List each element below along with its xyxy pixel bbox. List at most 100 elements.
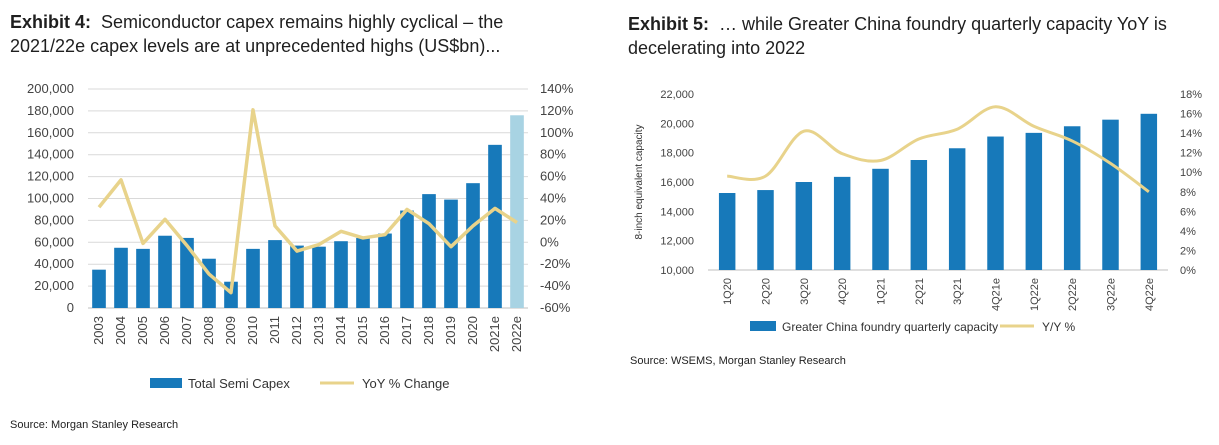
bar [334, 241, 348, 308]
y-right-tick-label: 18% [1180, 89, 1202, 101]
exhibit4-title-line1: Semiconductor capex remains highly cycli… [101, 12, 504, 32]
y-left-tick-label: 18,000 [660, 148, 694, 160]
bar [290, 245, 304, 308]
x-tick-label: 2016 [377, 316, 392, 345]
y-axis-title: 8-inch equivalent capacity [634, 124, 645, 239]
x-tick-label: 1Q21 [876, 278, 888, 305]
x-tick-label: 2019 [443, 316, 458, 345]
y-left-tick-label: 20,000 [34, 278, 74, 293]
bar [444, 199, 458, 308]
y-right-tick-label: -60% [540, 300, 571, 315]
x-tick-label: 2003 [91, 316, 106, 345]
y-left-tick-label: 160,000 [27, 125, 74, 140]
y-right-tick-label: 0% [1180, 265, 1196, 277]
bar [910, 160, 928, 270]
x-tick-label: 2012 [289, 316, 304, 345]
y-right-tick-label: 14% [1180, 128, 1202, 140]
x-tick-label: 2006 [157, 316, 172, 345]
x-tick-label: 2013 [311, 316, 326, 345]
bar [987, 136, 1004, 270]
x-tick-label: 3Q20 [799, 278, 811, 305]
x-tick-label: 2004 [113, 316, 128, 345]
y-left-tick-label: 0 [67, 300, 74, 315]
capacity-chart: 10,000 12,000 14,000 16,000 18,000 20,000 22,0… [634, 89, 1202, 334]
y-right-tick-label: -20% [540, 256, 571, 271]
exhibit4-source: Source: Morgan Stanley Research [10, 419, 179, 431]
x-tick-label: 2005 [135, 316, 150, 345]
exhibit5-label: Exhibit 5: [628, 14, 710, 34]
bar [356, 237, 370, 308]
x-tick-label: 2014 [333, 316, 348, 345]
bar [246, 248, 260, 308]
y-right-tick-label: 140% [540, 81, 574, 96]
bar [833, 176, 851, 270]
exhibit5-title-line2: decelerating into 2022 [628, 38, 806, 58]
y-right-tick-label: 12% [1180, 148, 1202, 160]
x-tick-label: 2022e [509, 316, 524, 352]
bar [136, 248, 150, 308]
y-left-tick-label: 140,000 [27, 147, 74, 162]
y-right-tick-label: 4% [1180, 226, 1196, 238]
y-right-tick-label: 8% [1180, 187, 1196, 199]
y-left-tick-label: 14,000 [660, 206, 694, 218]
y-left-tick-label: 200,000 [27, 81, 74, 96]
bar [158, 235, 172, 308]
exhibit4-label: Exhibit 4: [10, 12, 92, 32]
y-right-tick-label: 60% [540, 169, 566, 184]
x-tick-label: 2007 [179, 316, 194, 345]
y-left-tick-label: 20,000 [660, 118, 694, 130]
exhibit5-source: Source: WSEMS, Morgan Stanley Research [630, 355, 846, 367]
capex-chart: 0 20,000 40,000 60,000 80,000 100,000 120,000 1… [27, 81, 574, 391]
y-right-tick-label: 40% [540, 191, 566, 206]
bar [180, 237, 194, 308]
y-right-tick-label: -40% [540, 278, 571, 293]
y-left-tick-label: 180,000 [27, 103, 74, 118]
bar [795, 182, 813, 270]
y-left-tick-label: 12,000 [660, 236, 694, 248]
x-tick-label: 2011 [267, 316, 282, 344]
x-tick-label: 2015 [355, 316, 370, 345]
x-tick-label: 2008 [201, 316, 216, 345]
bar [312, 246, 326, 308]
x-tick-label: 2021e [487, 316, 502, 352]
bar [872, 168, 889, 270]
x-tick-label: 3Q22e [1106, 278, 1118, 311]
bar [92, 269, 106, 308]
y-left-tick-label: 22,000 [660, 89, 694, 101]
x-tick-label: 2Q20 [761, 278, 773, 305]
bar [466, 183, 480, 308]
bar [400, 210, 414, 308]
bar [422, 194, 436, 308]
bar [948, 148, 966, 270]
legend-bar-label: Total Semi Capex [188, 376, 290, 391]
bar [114, 247, 128, 308]
exhibit5-title: Exhibit 5: … while Greater China foundry… [628, 12, 1208, 60]
y-right-tick-label: 20% [540, 212, 566, 227]
x-tick-label: 2017 [399, 316, 414, 345]
exhibit4-title: Exhibit 4: Semiconductor capex remains h… [10, 10, 570, 58]
y-right-tick-label: 120% [540, 103, 574, 118]
x-tick-label: 4Q22e [1144, 278, 1156, 311]
y-left-tick-label: 40,000 [34, 256, 74, 271]
y-right-tick-label: 100% [540, 125, 574, 140]
x-tick-label: 2020 [465, 316, 480, 345]
bar [1140, 113, 1158, 270]
yoy-line [727, 105, 1150, 193]
legend-line-label: YoY % Change [362, 376, 449, 391]
bar [1102, 119, 1119, 270]
bar [757, 190, 774, 270]
exhibit4-title-line2: 2021/22e capex levels are at unprecedent… [10, 36, 501, 56]
y-left-tick-label: 120,000 [27, 169, 74, 184]
bar [1025, 132, 1043, 270]
bar [378, 233, 392, 308]
exhibit5-title-line1: … while Greater China foundry quarterly … [719, 14, 1167, 34]
y-right-tick-label: 10% [1180, 167, 1202, 179]
legend-bar-label: Greater China foundry quarterly capacity [782, 320, 998, 334]
y-right-tick-label: 2% [1180, 245, 1196, 257]
y-left-tick-label: 100,000 [27, 191, 74, 206]
legend-bar-swatch [750, 321, 776, 331]
x-tick-label: 4Q21e [991, 278, 1003, 311]
x-tick-label: 2010 [245, 316, 260, 345]
x-tick-label: 1Q20 [722, 278, 734, 305]
x-tick-label: 1Q22e [1029, 278, 1041, 311]
